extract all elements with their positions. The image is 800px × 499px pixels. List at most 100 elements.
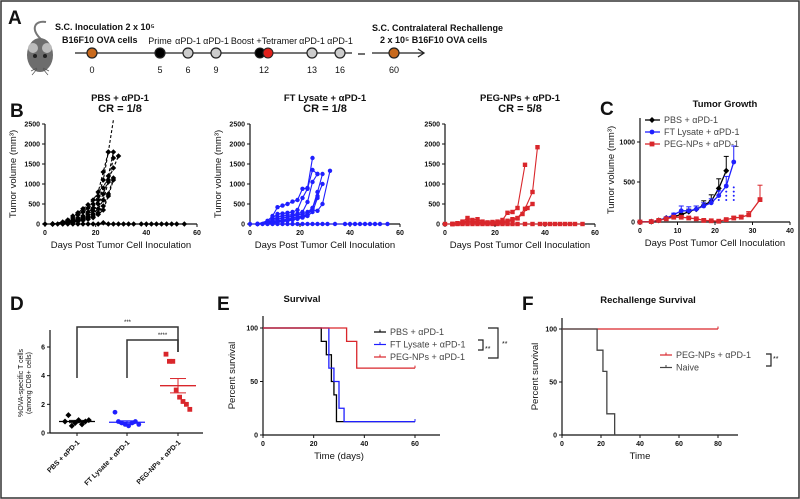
data-point	[85, 202, 91, 208]
data-point	[542, 221, 548, 227]
x-tick-label: 20	[597, 441, 605, 448]
data-point	[522, 206, 528, 211]
timeline-dot	[306, 47, 318, 59]
data-point	[167, 358, 172, 364]
data-point	[715, 185, 722, 192]
significance-star	[717, 190, 720, 193]
data-point	[136, 422, 142, 427]
y-tick-label: 1500	[24, 162, 40, 169]
timeline-day-label: 13	[307, 65, 317, 75]
y-tick-label: 2500	[424, 122, 440, 129]
data-point	[320, 201, 325, 207]
x-axis-label: Days Post Tumor Cell Inoculation	[645, 238, 785, 249]
data-point	[115, 221, 122, 227]
y-tick-label: 1000	[24, 182, 40, 189]
x-tick-label: 60	[675, 441, 683, 448]
x-tick-label: 0	[43, 230, 47, 237]
data-point	[572, 221, 578, 227]
timeline-dot-tetramer	[262, 47, 274, 59]
timeline-event-label: αPD-1	[299, 36, 325, 46]
y-tick-label: 1000	[619, 140, 635, 147]
y-tick-label: 500	[28, 202, 40, 209]
data-point	[105, 221, 112, 227]
timeline-dot	[210, 47, 222, 59]
x-axis-label: Time	[630, 451, 651, 462]
data-point	[90, 221, 96, 227]
chart-title: Rechallenge Survival	[600, 295, 696, 306]
data-point	[300, 215, 305, 220]
data-point	[515, 205, 520, 211]
data-point	[120, 221, 127, 227]
timeline-day-label: 12	[259, 65, 269, 75]
timeline-day-label: 9	[213, 65, 218, 75]
data-point	[125, 221, 132, 227]
x-tick-label: 40	[142, 230, 150, 237]
legend-label: PBS + αPD-1	[390, 327, 444, 337]
chart-title: FT Lysate + αPD-1	[284, 93, 367, 104]
y-tick-label: 2000	[424, 142, 440, 149]
panel-label-f: F	[522, 294, 534, 315]
data-point	[49, 221, 56, 227]
data-point	[731, 159, 737, 165]
inoculation-label: S.C. Inoculation 2 x 10⁵	[55, 22, 155, 32]
panel-label-a: A	[8, 8, 22, 29]
x-axis-label: Time (days)	[314, 451, 364, 462]
data-point	[693, 216, 699, 222]
data-point	[455, 221, 460, 227]
data-point	[530, 201, 535, 207]
data-point	[100, 191, 107, 197]
data-point	[275, 205, 280, 210]
data-point	[320, 181, 325, 187]
significance-star	[725, 194, 728, 197]
legend-label: FT Lysate + αPD-1	[390, 340, 465, 350]
data-point	[100, 207, 107, 213]
data-point	[357, 221, 363, 227]
y-tick-label: 500	[233, 202, 245, 209]
data-point	[59, 221, 66, 227]
chart-title: Survival	[284, 294, 321, 305]
data-point	[708, 218, 714, 224]
significance-label: **	[485, 346, 491, 353]
data-point	[158, 221, 165, 227]
growth-curve	[52, 119, 114, 225]
data-point	[300, 195, 305, 201]
legend-marker	[649, 141, 655, 147]
data-point	[731, 215, 737, 221]
data-point	[315, 171, 320, 177]
data-point	[177, 394, 182, 400]
data-point	[138, 221, 145, 227]
data-point	[327, 168, 333, 173]
data-point	[187, 406, 193, 412]
data-point	[442, 221, 448, 227]
data-point	[65, 412, 72, 419]
data-point	[70, 221, 76, 227]
survival-curve	[562, 328, 616, 435]
data-point	[275, 221, 280, 227]
data-point	[535, 145, 540, 150]
data-point	[515, 221, 520, 227]
data-point	[475, 217, 480, 222]
data-point	[148, 221, 155, 227]
significance-star	[725, 199, 728, 201]
data-point	[270, 221, 275, 227]
growth-curve	[452, 164, 526, 225]
data-point	[110, 149, 117, 155]
data-point	[723, 217, 729, 222]
data-point	[505, 221, 510, 227]
timeline-event-label: αPD-1	[203, 36, 229, 46]
x-tick-label: 60	[591, 230, 599, 237]
significance-star	[717, 199, 720, 201]
data-point	[701, 218, 707, 223]
y-tick-label: 1000	[424, 182, 440, 189]
data-point	[505, 210, 510, 215]
y-axis-label: Tumor volume (mm³)	[606, 126, 617, 214]
timeline-dot	[154, 47, 166, 59]
y-tick-label: 100	[545, 327, 557, 334]
y-axis-label-2: (among CD8+ cells)	[26, 352, 33, 414]
data-point	[80, 206, 86, 212]
data-point	[260, 221, 265, 227]
data-point	[547, 221, 553, 227]
data-point	[315, 195, 320, 201]
x-tick-label: 0	[248, 230, 252, 237]
